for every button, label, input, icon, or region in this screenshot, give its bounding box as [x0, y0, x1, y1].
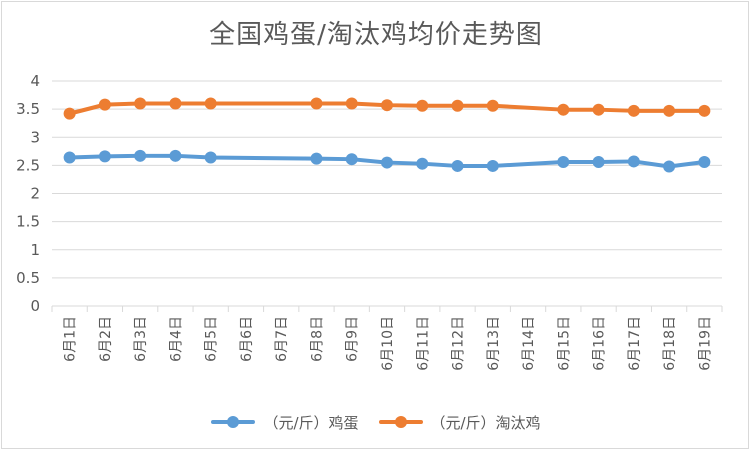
- y-tick-label: 0.5: [16, 269, 40, 287]
- data-point: [451, 99, 464, 112]
- legend-item-eggs: （元/斤）鸡蛋: [211, 412, 359, 433]
- x-tick-label: 6月2日: [98, 316, 114, 362]
- legend-label-spent-hens: （元/斤）淘汰鸡: [430, 413, 541, 432]
- x-tick-label: 6月1日: [63, 316, 79, 362]
- x-tick-label: 6月7日: [274, 316, 290, 362]
- x-tick-label: 6月10日: [380, 316, 396, 371]
- data-point: [169, 149, 182, 162]
- chart-title: 全国鸡蛋/淘汰鸡均价走势图: [209, 20, 543, 50]
- data-point: [204, 151, 217, 164]
- data-point: [416, 157, 429, 170]
- data-point: [416, 99, 429, 112]
- data-point: [451, 159, 464, 172]
- x-tick-label: 6月19日: [697, 316, 713, 371]
- x-tick-label: 6月4日: [168, 316, 184, 362]
- x-tick-label: 6月13日: [486, 316, 502, 371]
- chart-legend: （元/斤）鸡蛋 （元/斤）淘汰鸡: [0, 410, 752, 434]
- series-line: [67, 101, 707, 116]
- data-point: [486, 159, 499, 172]
- data-point: [663, 104, 676, 117]
- data-point: [592, 156, 605, 168]
- x-tick-label: 6月5日: [204, 316, 220, 362]
- data-point: [63, 151, 76, 164]
- x-tick-label: 6月16日: [592, 316, 608, 371]
- x-tick-label: 6月12日: [451, 316, 467, 371]
- data-point: [63, 107, 76, 120]
- y-tick-label: 1: [30, 241, 40, 259]
- legend-swatch-eggs: [211, 415, 256, 429]
- y-tick-label: 3: [30, 128, 40, 146]
- data-point: [98, 150, 111, 163]
- legend-item-spent-hens: （元/斤）淘汰鸡: [378, 412, 541, 433]
- data-point: [627, 104, 640, 117]
- x-tick-label: 6月18日: [662, 316, 678, 371]
- data-point: [381, 99, 393, 112]
- x-tick-label: 6月6日: [239, 316, 255, 362]
- x-tick-label: 6月3日: [133, 316, 149, 362]
- y-tick-label: 4: [30, 72, 40, 90]
- data-point: [663, 160, 676, 173]
- data-point: [310, 97, 323, 110]
- x-tick-label: 6月11日: [415, 316, 431, 371]
- data-point: [345, 153, 358, 166]
- data-point: [98, 98, 111, 111]
- data-point: [134, 149, 147, 162]
- x-tick-label: 6月17日: [627, 316, 643, 371]
- y-tick-label: 0: [30, 297, 40, 315]
- data-point: [627, 155, 640, 168]
- x-tick-label: 6月15日: [556, 316, 572, 371]
- data-point: [169, 97, 182, 110]
- y-tick-label: 2: [30, 185, 40, 203]
- data-point: [557, 156, 570, 168]
- x-tick-label: 6月9日: [345, 316, 361, 362]
- y-tick-label: 2.5: [16, 156, 40, 174]
- data-point: [592, 103, 605, 116]
- y-tick-label: 3.5: [16, 100, 40, 118]
- data-point: [486, 99, 499, 112]
- series-line: [67, 153, 707, 169]
- data-point: [698, 104, 711, 117]
- data-point: [204, 97, 217, 110]
- data-point: [345, 97, 358, 110]
- y-tick-label: 1.5: [16, 213, 40, 231]
- data-point: [557, 103, 570, 116]
- data-point: [698, 156, 711, 168]
- x-tick-label: 6月14日: [521, 316, 537, 371]
- data-point: [134, 97, 147, 110]
- data-point: [381, 156, 393, 169]
- data-point: [310, 152, 323, 165]
- x-tick-label: 6月8日: [309, 316, 325, 362]
- legend-label-eggs: （元/斤）鸡蛋: [263, 413, 359, 432]
- legend-swatch-spent-hens: [378, 415, 423, 429]
